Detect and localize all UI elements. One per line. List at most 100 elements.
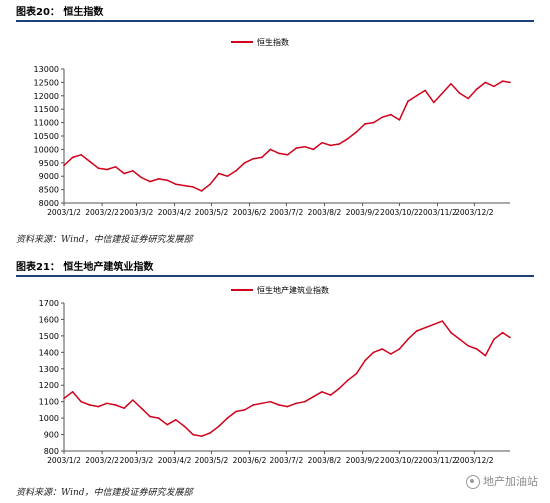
x-tick-label: 2003/12/2 [455, 456, 494, 465]
data-point [286, 153, 289, 156]
data-point [243, 409, 246, 411]
data-point [493, 338, 495, 340]
x-tick-label: 2003/12/2 [455, 208, 494, 217]
y-tick-label: 1200 [39, 381, 59, 390]
data-point [484, 354, 487, 357]
data-point [218, 425, 220, 428]
data-point [252, 404, 255, 406]
x-tick-label: 2003/9/2 [346, 456, 380, 465]
data-point [338, 143, 341, 145]
y-tick-label: 1500 [39, 332, 59, 341]
x-tick-label: 2003/3/2 [120, 208, 154, 217]
x-tick-label: 2003/8/2 [308, 456, 342, 465]
y-tick-label: 1300 [39, 365, 59, 374]
data-point [458, 338, 461, 340]
data-point [509, 81, 511, 84]
x-tick-label: 2003/11/2 [418, 456, 457, 465]
data-point [501, 80, 504, 82]
series-line [63, 320, 511, 437]
data-point [183, 425, 186, 428]
data-point [114, 166, 117, 168]
data-point [89, 404, 91, 406]
data-point [364, 123, 366, 125]
data-point [295, 147, 298, 149]
hsi-line-chart: 8000 8500 9000 9500 10000 10500 11000 11500 1200… [34, 37, 511, 217]
figure-21-title-rule [16, 275, 534, 277]
data-point [218, 172, 220, 175]
data-point [269, 400, 272, 403]
data-point [390, 353, 392, 355]
data-point [509, 336, 511, 339]
y-tick-label: 8500 [39, 186, 59, 195]
data-point [372, 351, 375, 354]
figure-20-source: 资料来源：Wind，中信建投证券研究发展部 [16, 235, 193, 245]
x-tick-label: 2003/1/2 [47, 456, 81, 465]
watermark: 地产加油站 [466, 473, 538, 489]
data-point [63, 397, 65, 400]
data-point [192, 186, 194, 188]
data-point [329, 394, 332, 396]
x-tick-label: 2003/5/2 [195, 456, 229, 465]
data-point [200, 190, 203, 192]
y-tick-label: 10500 [34, 132, 59, 141]
y-tick-label: 1700 [39, 299, 59, 308]
data-point [106, 168, 108, 171]
wechat-icon [466, 475, 480, 489]
x-tick-label: 2003/7/2 [270, 456, 304, 465]
data-point [132, 170, 134, 172]
y-tick-label: 9500 [39, 159, 59, 168]
legend-label: 恒生指数 [257, 37, 289, 47]
data-point [321, 391, 323, 393]
data-point [467, 97, 470, 100]
data-point [226, 417, 229, 419]
y-tick-label: 10000 [34, 145, 59, 154]
y-tick-label: 11500 [34, 105, 59, 114]
data-point [450, 331, 452, 334]
x-tick-label: 2003/11/2 [418, 208, 457, 217]
data-point [209, 183, 212, 186]
data-point [243, 162, 246, 164]
data-point [114, 404, 117, 406]
data-point [433, 101, 435, 104]
data-point [355, 131, 358, 133]
data-point [398, 119, 401, 121]
figure-20-title-rule [16, 20, 534, 22]
y-tick-label: 800 [44, 447, 59, 456]
data-point [372, 121, 375, 124]
x-tick-label: 2003/6/2 [233, 456, 267, 465]
data-point [415, 330, 418, 332]
y-tick-label: 1600 [39, 315, 59, 324]
data-point [424, 326, 427, 329]
data-point [441, 92, 444, 94]
x-tick-label: 2003/4/2 [158, 208, 192, 217]
data-point [398, 348, 401, 350]
data-point [200, 435, 203, 437]
data-point [476, 88, 478, 90]
y-tick-label: 8000 [39, 199, 59, 208]
data-point [175, 183, 177, 186]
data-point [97, 405, 100, 408]
data-point [80, 153, 83, 156]
x-tick-label: 2003/5/2 [195, 208, 229, 217]
data-point [132, 399, 134, 401]
data-point [235, 170, 237, 172]
data-point [312, 148, 315, 151]
data-point [63, 164, 65, 167]
data-point [149, 180, 151, 183]
data-point [304, 400, 306, 403]
data-point [149, 415, 151, 418]
x-tick-label: 2003/4/2 [158, 456, 192, 465]
data-point [175, 418, 177, 421]
hs-property-construction-line-chart: 800 900 1000 1100 1200 1300 1400 1500 1600 1700 20… [39, 285, 511, 465]
y-tick-label: 12500 [34, 78, 59, 87]
data-point [458, 92, 461, 94]
y-tick-label: 13000 [34, 65, 59, 74]
figure-21-title: 图表21： 恒生地产建筑业指数 [16, 262, 154, 273]
x-tick-label: 2003/1/2 [47, 208, 81, 217]
data-point [192, 433, 194, 436]
x-tick-label: 2003/10/2 [380, 456, 419, 465]
data-point [278, 152, 280, 155]
data-point [304, 145, 306, 148]
data-point [209, 432, 212, 434]
data-point [355, 372, 358, 375]
